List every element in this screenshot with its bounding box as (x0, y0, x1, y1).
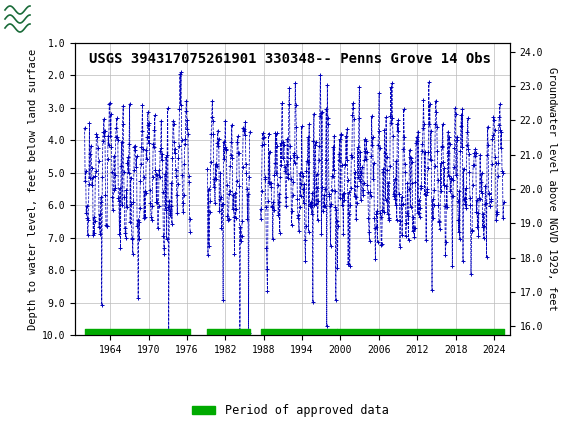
Text: USGS: USGS (68, 10, 119, 28)
Legend: Period of approved data: Period of approved data (187, 399, 393, 422)
Bar (4, 3, 66, 35)
Y-axis label: Depth to water level, feet below land surface: Depth to water level, feet below land su… (28, 49, 38, 330)
Text: USGS 394317075261901 330348-- Penns Grove 14 Obs: USGS 394317075261901 330348-- Penns Grov… (89, 52, 491, 66)
Y-axis label: Groundwater level above NGVD 1929, feet: Groundwater level above NGVD 1929, feet (548, 67, 557, 311)
